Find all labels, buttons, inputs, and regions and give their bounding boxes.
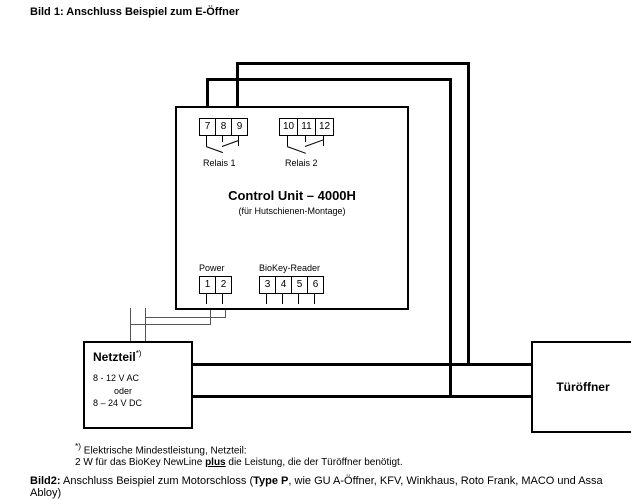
- terminal: 11: [298, 119, 316, 135]
- biokey-label: BioKey-Reader: [259, 263, 320, 273]
- stub: [206, 136, 207, 146]
- bild2-text: Anschluss Beispiel zum Motorschloss (: [61, 475, 254, 487]
- bild2-bold: Bild2:: [30, 475, 61, 487]
- figure-1-title: Bild 1: Anschluss Beispiel zum E-Öffner: [30, 6, 239, 18]
- thin-wire: [145, 308, 146, 343]
- door-opener-box: Türöffner: [531, 341, 631, 433]
- terminal: 12: [316, 119, 333, 135]
- wire: [193, 395, 452, 398]
- netzteil-box: Netzteil*) 8 - 12 V AC oder 8 – 24 V DC: [83, 341, 193, 429]
- stub: [282, 294, 283, 304]
- diagram-canvas: Bild 1: Anschluss Beispiel zum E-Öffner …: [0, 0, 631, 500]
- terminal: 5: [292, 277, 308, 293]
- thin-wire: [130, 324, 210, 325]
- relais2-label: Relais 2: [285, 158, 318, 168]
- terminal: 2: [216, 277, 231, 293]
- stub: [287, 136, 288, 146]
- wire: [206, 78, 209, 108]
- netzteil-title-text: Netzteil: [93, 350, 136, 364]
- terminal-block-power: 1 2: [199, 276, 232, 294]
- footnote-line2b: plus: [205, 457, 226, 468]
- netzteil-line2: oder: [93, 385, 153, 398]
- stub: [314, 294, 315, 304]
- footnote: *) Elektrische Mindestleistung, Netzteil…: [75, 441, 403, 469]
- wire: [193, 363, 470, 366]
- netzteil-values: 8 - 12 V AC oder 8 – 24 V DC: [93, 372, 183, 410]
- wire: [236, 62, 239, 108]
- stub: [206, 294, 207, 304]
- stub: [287, 146, 306, 154]
- control-unit-title: Control Unit – 4000H: [177, 188, 407, 203]
- control-unit-box: 7 8 9 Relais 1 10 11 12 Relais 2 Control…: [175, 106, 409, 310]
- bild2-bold2: Type P: [253, 475, 288, 487]
- stub: [323, 136, 324, 146]
- wire: [236, 62, 470, 65]
- control-unit-subtitle: (für Hutschienen-Montage): [177, 206, 407, 216]
- netzteil-sup: *): [136, 349, 142, 358]
- stub: [206, 146, 223, 153]
- wire: [467, 363, 533, 366]
- stub: [222, 140, 239, 147]
- netzteil-title: Netzteil*): [93, 349, 183, 364]
- stub: [266, 294, 267, 304]
- stub: [305, 136, 306, 142]
- terminal: 9: [232, 119, 247, 135]
- terminal-block-relais2: 10 11 12: [279, 118, 334, 136]
- footnote-line1: Elektrische Mindestleistung, Netzteil:: [81, 445, 247, 456]
- terminal-block-biokey: 3 4 5 6: [259, 276, 324, 294]
- terminal: 6: [308, 277, 323, 293]
- wire: [449, 395, 533, 398]
- wire: [206, 78, 452, 81]
- stub: [222, 136, 223, 142]
- terminal: 1: [200, 277, 216, 293]
- terminal: 3: [260, 277, 276, 293]
- stub: [305, 139, 324, 147]
- terminal: 7: [200, 119, 216, 135]
- stub: [222, 294, 223, 304]
- figure-2-title: Bild2: Anschluss Beispiel zum Motorschlo…: [30, 475, 631, 499]
- door-opener-label: Türöffner: [556, 380, 609, 394]
- stub: [298, 294, 299, 304]
- terminal-block-relais1: 7 8 9: [199, 118, 248, 136]
- wire: [449, 78, 452, 398]
- terminal: 8: [216, 119, 232, 135]
- relais1-label: Relais 1: [203, 158, 236, 168]
- wire: [467, 62, 470, 366]
- netzteil-line3: 8 – 24 V DC: [93, 397, 183, 410]
- terminal: 10: [280, 119, 298, 135]
- thin-wire: [130, 308, 131, 343]
- footnote-line2c: die Leistung, die der Türöffner benötigt…: [226, 457, 403, 468]
- power-label: Power: [199, 263, 225, 273]
- footnote-line2a: 2 W für das BioKey NewLine: [75, 457, 205, 468]
- netzteil-line1: 8 - 12 V AC: [93, 372, 183, 385]
- thin-wire: [145, 317, 225, 318]
- terminal: 4: [276, 277, 292, 293]
